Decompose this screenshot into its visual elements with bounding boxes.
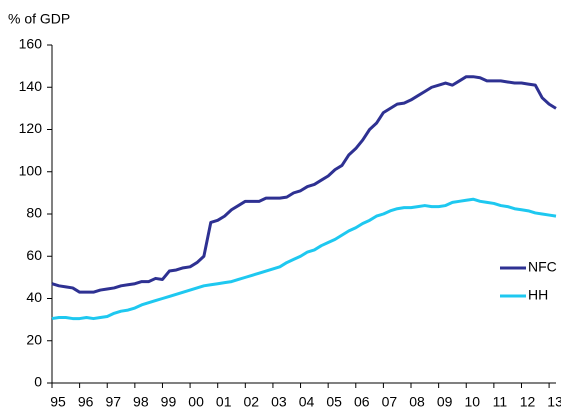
x-tick-label: 04: [299, 394, 315, 410]
legend-label: HH: [528, 287, 548, 303]
series-line: [51, 197, 557, 321]
x-tick-label: 06: [354, 394, 370, 410]
x-tick-label: 13: [547, 394, 561, 410]
y-tick-label: 80: [26, 205, 42, 221]
y-tick-label: 100: [19, 162, 43, 178]
y-tick-label: 40: [26, 289, 42, 305]
x-tick-label: 00: [188, 394, 204, 410]
y-tick-label: 160: [19, 36, 43, 52]
y-tick-label: 0: [34, 374, 42, 390]
y-axis-label: % of GDP: [8, 11, 70, 27]
x-tick-label: 09: [437, 394, 453, 410]
y-tick-label: 60: [26, 247, 42, 263]
x-tick-label: 02: [244, 394, 260, 410]
x-tick-label: 10: [464, 394, 480, 410]
legend-label: NFC: [528, 259, 557, 275]
x-tick-label: 96: [78, 394, 94, 410]
x-tick-label: 12: [520, 394, 536, 410]
x-tick-label: 11: [493, 394, 508, 410]
y-tick-label: 140: [19, 78, 43, 94]
x-tick-label: 01: [216, 394, 232, 410]
x-tick-label: 07: [382, 394, 398, 410]
y-tick-label: 120: [19, 120, 43, 136]
x-tick-label: 95: [50, 394, 66, 410]
x-tick-label: 03: [271, 394, 287, 410]
x-tick-label: 08: [409, 394, 425, 410]
y-tick-label: 20: [26, 331, 42, 347]
x-tick-label: 05: [326, 394, 342, 410]
x-tick-label: 99: [161, 394, 177, 410]
x-tick-label: 98: [133, 394, 149, 410]
x-tick-label: 97: [105, 394, 121, 410]
series-line: [51, 75, 557, 294]
